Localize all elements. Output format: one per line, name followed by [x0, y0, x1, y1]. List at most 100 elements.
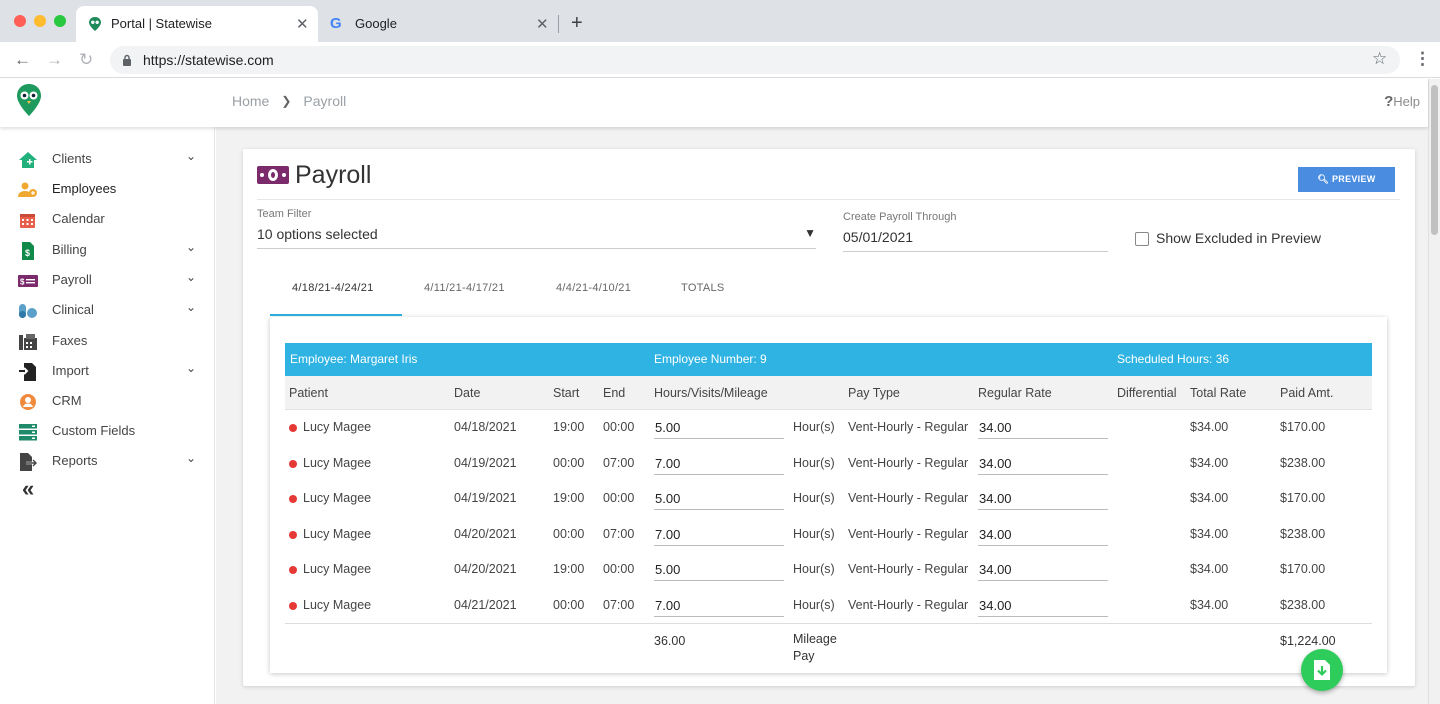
- svg-text:$: $: [25, 248, 30, 258]
- scrollbar-thumb[interactable]: [1431, 85, 1438, 235]
- sidebar-item-import[interactable]: Import ⌄: [0, 357, 215, 387]
- browser-tab-google[interactable]: G Google ✕: [320, 6, 556, 42]
- breadcrumb-home[interactable]: Home: [232, 93, 270, 109]
- cell-end: 07:00: [603, 597, 635, 612]
- statewise-favicon-icon: [89, 17, 101, 31]
- cell-total-rate: $34.00: [1190, 455, 1229, 470]
- tab-week-3[interactable]: 4/4/21-4/10/21: [556, 282, 632, 294]
- hours-input[interactable]: [654, 559, 784, 581]
- cell-date: 04/20/2021: [454, 562, 517, 576]
- browser-toolbar: ← → ↻ https://statewise.com ☆ ⋮: [0, 42, 1440, 78]
- regular-rate-input[interactable]: [978, 452, 1108, 475]
- address-bar[interactable]: https://statewise.com: [110, 46, 1400, 74]
- cell-total-rate: $34.00: [1190, 526, 1229, 541]
- google-favicon-icon: G: [330, 15, 342, 32]
- app-header: Home ❯ Payroll ?Help: [0, 79, 1428, 127]
- payroll-icon: $: [18, 275, 38, 287]
- cell-unit: Hour(s): [793, 526, 835, 541]
- payroll-through-input[interactable]: 05/01/2021: [843, 229, 1108, 252]
- cell-patient: Lucy Magee: [303, 597, 372, 612]
- table-row: Lucy Magee 04/20/2021 00:00 07:00 Hour(s) Ven…: [285, 517, 1372, 552]
- help-link[interactable]: ?Help: [1384, 93, 1420, 110]
- sidebar-item-label: Clients: [52, 151, 92, 166]
- sidebar-item-payroll[interactable]: $ Payroll ⌄: [0, 266, 215, 296]
- cell-pay-type: Vent-Hourly - Regular: [848, 420, 969, 434]
- cell-total-rate: $34.00: [1190, 491, 1229, 505]
- sidebar-item-reports[interactable]: Reports ⌄: [0, 447, 215, 477]
- table-row: Lucy Magee 04/21/2021 00:00 07:00 Hour(s) Ven…: [285, 588, 1372, 623]
- cell-date: 04/19/2021: [454, 491, 517, 505]
- regular-rate-input[interactable]: [978, 594, 1108, 617]
- sidebar-item-label: Calendar: [52, 211, 105, 226]
- regular-rate-input[interactable]: [978, 559, 1108, 581]
- sidebar-item-label: Faxes: [52, 333, 88, 348]
- hours-input[interactable]: [654, 488, 784, 510]
- show-excluded-label[interactable]: Show Excluded in Preview: [1156, 230, 1321, 246]
- tab-close-icon[interactable]: ✕: [296, 16, 309, 33]
- sidebar-item-label: Employees: [52, 181, 117, 196]
- hours-input[interactable]: [654, 594, 784, 617]
- payroll-money-icon: [257, 166, 289, 184]
- sidebar-item-clients[interactable]: Clients ⌄: [0, 145, 215, 175]
- collapse-sidebar-icon[interactable]: «: [22, 476, 34, 501]
- col-start: Start: [553, 386, 580, 400]
- regular-rate-input[interactable]: [978, 417, 1108, 439]
- cell-unit: Hour(s): [793, 420, 835, 434]
- cell-end: 00:00: [603, 562, 635, 576]
- browser-tab-portal[interactable]: Portal | Statewise ✕: [76, 6, 318, 42]
- sidebar-item-faxes[interactable]: Faxes: [0, 327, 215, 357]
- tab-totals[interactable]: TOTALS: [681, 282, 725, 294]
- new-tab-icon[interactable]: +: [571, 12, 583, 34]
- cell-patient: Lucy Magee: [303, 526, 372, 541]
- col-pay-type: Pay Type: [848, 386, 900, 400]
- col-date: Date: [454, 386, 481, 400]
- sidebar-item-calendar[interactable]: Calendar: [0, 205, 215, 235]
- cell-unit: Hour(s): [793, 491, 835, 505]
- sidebar-item-label: Clinical: [52, 302, 94, 317]
- tab-week-2[interactable]: 4/11/21-4/17/21: [424, 282, 505, 294]
- window-maximize-dot[interactable]: [54, 15, 66, 27]
- table-row: Lucy Magee 04/18/2021 19:00 00:00 Hour(s) Ven…: [285, 410, 1372, 445]
- team-filter-select[interactable]: 10 options selected ▼: [257, 226, 816, 249]
- window-minimize-dot[interactable]: [34, 15, 46, 27]
- tab-week-1[interactable]: 4/18/21-4/24/21: [292, 282, 374, 294]
- table-row: Lucy Magee 04/19/2021 00:00 07:00 Hour(s) Ven…: [285, 446, 1372, 481]
- reload-icon[interactable]: ↻: [79, 50, 94, 69]
- totals-row: 36.00 Mileage Pay $1,224.00: [285, 623, 1372, 673]
- cell-end: 00:00: [603, 420, 635, 434]
- browser-menu-icon[interactable]: ⋮: [1414, 49, 1431, 68]
- hours-input[interactable]: [654, 417, 784, 439]
- sidebar-item-crm[interactable]: CRM: [0, 387, 215, 417]
- hours-input[interactable]: [654, 452, 784, 475]
- regular-rate-input[interactable]: [978, 523, 1108, 546]
- employee-number: Employee Number: 9: [654, 352, 767, 366]
- page-scrollbar[interactable]: [1428, 79, 1440, 704]
- forward-arrow-icon[interactable]: →: [46, 50, 63, 69]
- tab-close-icon[interactable]: ✕: [536, 16, 549, 33]
- hours-input[interactable]: [654, 523, 784, 546]
- window-close-dot[interactable]: [14, 15, 26, 27]
- show-excluded-checkbox[interactable]: [1135, 232, 1149, 246]
- bookmark-star-icon[interactable]: ☆: [1372, 49, 1388, 68]
- cell-patient: Lucy Magee: [303, 420, 372, 434]
- sidebar-item-custom-fields[interactable]: Custom Fields: [0, 417, 215, 447]
- col-total-rate: Total Rate: [1190, 386, 1247, 400]
- sidebar-item-label: Reports: [52, 453, 98, 468]
- sidebar-item-employees[interactable]: Employees: [0, 175, 215, 205]
- table-row: Lucy Magee 04/19/2021 19:00 00:00 Hour(s) Ven…: [285, 481, 1372, 516]
- back-arrow-icon[interactable]: ←: [14, 50, 31, 69]
- preview-button[interactable]: 🔍︎ PREVIEW: [1298, 167, 1395, 192]
- users-icon: [18, 182, 37, 197]
- team-filter-label: Team Filter: [257, 208, 312, 220]
- cell-patient: Lucy Magee: [303, 562, 372, 576]
- scheduled-hours: Scheduled Hours: 36: [1117, 352, 1230, 366]
- regular-rate-input[interactable]: [978, 488, 1108, 510]
- sidebar-item-clinical[interactable]: Clinical ⌄: [0, 296, 215, 326]
- cell-start: 00:00: [553, 597, 585, 612]
- statewise-logo-icon[interactable]: [15, 83, 43, 117]
- download-button[interactable]: [1301, 649, 1343, 691]
- cell-pay-type: Vent-Hourly - Regular: [848, 597, 969, 612]
- status-dot: [289, 459, 297, 468]
- sidebar-item-billing[interactable]: $ Billing ⌄: [0, 236, 215, 266]
- table-header: Patient Date Start End Hours/Visits/Mile…: [285, 376, 1372, 410]
